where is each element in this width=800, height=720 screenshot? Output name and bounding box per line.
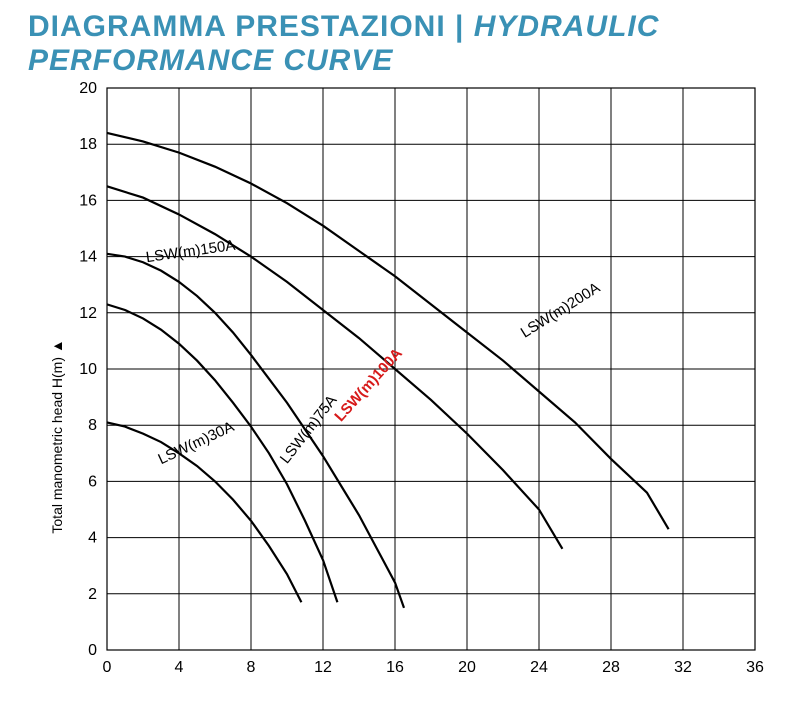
curve-LSW(m)150A [107, 186, 562, 548]
title-left: DIAGRAMMA PRESTAZIONI [28, 10, 446, 43]
x-tick-label: 8 [247, 659, 256, 676]
curve-label-LSW(m)200A: LSW(m)200A [518, 279, 603, 341]
x-tick-label: 24 [530, 659, 548, 676]
y-tick-label: 20 [79, 80, 97, 97]
y-tick-label: 10 [79, 361, 97, 378]
x-tick-label: 12 [314, 659, 332, 676]
y-tick-label: 0 [88, 642, 97, 659]
y-tick-label: 6 [88, 473, 97, 490]
performance-chart: 0481216202428323602468101214161820Total … [35, 60, 775, 700]
curve-label-LSW(m)150A: LSW(m)150A [145, 237, 237, 266]
y-tick-label: 16 [79, 192, 97, 209]
y-tick-label: 4 [88, 530, 97, 547]
x-tick-label: 4 [175, 659, 184, 676]
y-tick-label: 8 [88, 417, 97, 434]
y-tick-label: 12 [79, 305, 97, 322]
y-axis-label: Total manometric head H(m) ▲ [49, 339, 65, 533]
title-sep: | [446, 10, 474, 43]
curve-label-LSW(m)30A: LSW(m)30A [156, 418, 237, 468]
curve-LSW(m)75A [107, 304, 337, 602]
x-tick-label: 36 [746, 659, 764, 676]
chart-svg: 0481216202428323602468101214161820Total … [35, 60, 775, 700]
x-tick-label: 16 [386, 659, 404, 676]
x-tick-label: 0 [103, 659, 112, 676]
y-tick-label: 18 [79, 136, 97, 153]
y-tick-label: 14 [79, 249, 97, 266]
y-tick-label: 2 [88, 586, 97, 603]
curve-LSW(m)200A [107, 133, 669, 529]
x-tick-label: 20 [458, 659, 476, 676]
x-tick-label: 32 [674, 659, 692, 676]
x-tick-label: 28 [602, 659, 620, 676]
curve-LSW(m)100A [107, 254, 404, 608]
curve-LSW(m)30A [107, 422, 301, 602]
